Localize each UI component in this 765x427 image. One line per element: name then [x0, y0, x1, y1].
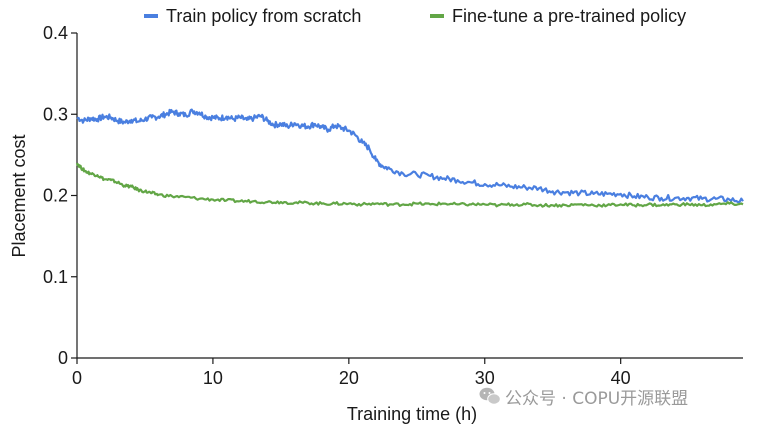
y-tick-label: 0.1	[43, 267, 68, 287]
legend-label-scratch: Train policy from scratch	[166, 6, 361, 26]
y-axis-title: Placement cost	[9, 134, 29, 257]
x-tick-label: 0	[72, 368, 82, 388]
x-tick-label: 20	[339, 368, 359, 388]
wechat-icon	[479, 387, 501, 405]
y-tick-label: 0.3	[43, 104, 68, 124]
watermark-text: 公众号 · COPU开源联盟	[505, 389, 688, 409]
series-layer	[75, 108, 744, 208]
x-tick-label: 30	[475, 368, 495, 388]
x-tick-label: 10	[203, 368, 223, 388]
x-tick-label: 40	[611, 368, 631, 388]
series-line-finetune	[75, 162, 744, 208]
watermark: 公众号 · COPU开源联盟	[479, 387, 688, 409]
legend-label-finetune: Fine-tune a pre-trained policy	[452, 6, 686, 26]
y-ticks: 0 0.1 0.2 0.3 0.4	[43, 23, 77, 368]
legend: Train policy from scratch Fine-tune a pr…	[144, 6, 686, 26]
y-tick-label: 0.4	[43, 23, 68, 43]
y-tick-label: 0.2	[43, 186, 68, 206]
series-line-scratch	[76, 108, 744, 204]
x-axis-title: Training time (h)	[347, 404, 477, 424]
x-ticks: 0 10 20 30 40	[72, 358, 631, 388]
y-tick-label: 0	[58, 348, 68, 368]
